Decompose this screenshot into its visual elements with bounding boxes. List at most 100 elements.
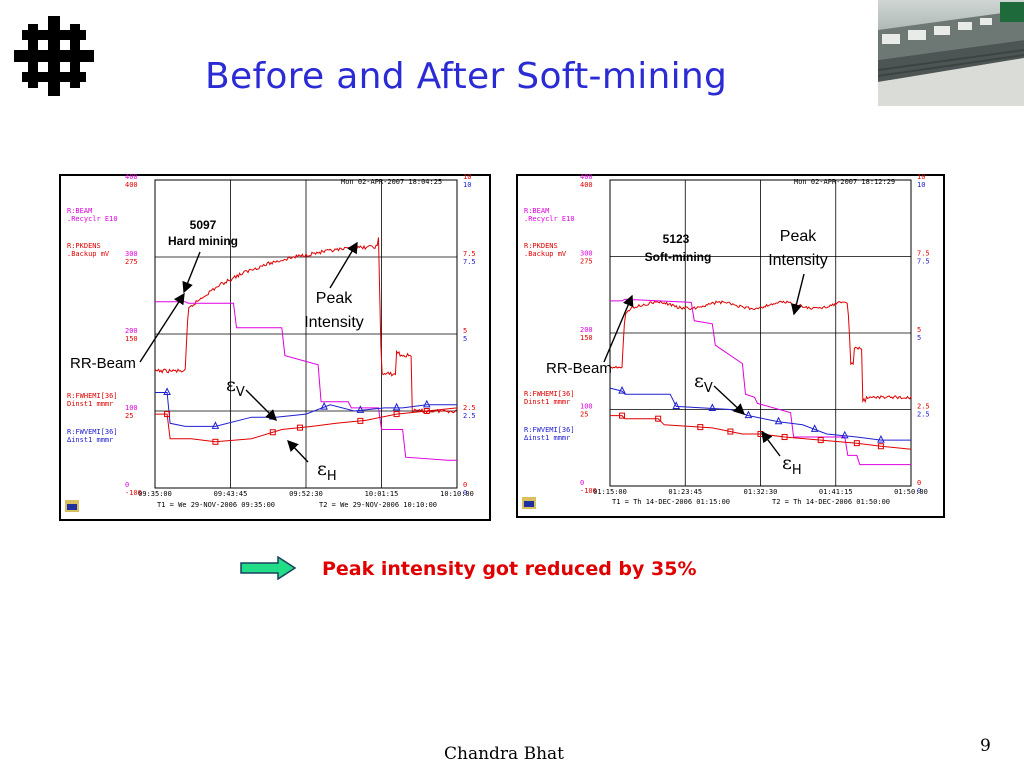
plot-1-x-tick: 09:43:45 <box>214 490 248 498</box>
plot-2-ev-marker <box>877 434 885 443</box>
plot-2-left-tick: 0 <box>580 479 584 487</box>
plot-2-right-tick-b: 10 <box>917 181 925 189</box>
plot-1-label-fh-2: Dinst1 mmmr <box>67 400 113 408</box>
plot-2-x-tick: 01:32:30 <box>744 488 778 496</box>
plot-1-left-tick-b: 150 <box>125 335 138 343</box>
plot-2-ev-marker <box>774 416 783 425</box>
plot-1-epsilon-v: εV <box>226 374 245 400</box>
plot-1-left-tick: 200 <box>125 327 138 335</box>
plot-2-right-tick-b: 5 <box>917 334 921 342</box>
plot-2-left-tick-b: 150 <box>580 334 593 342</box>
plot-1-left-tick: 0 <box>125 481 129 489</box>
plot-2-intensity-label: Intensity <box>768 252 828 269</box>
plot-1-left-tick-b: 400 <box>125 181 138 189</box>
plot-1-ev-trace <box>155 392 457 427</box>
plot-2-canvas: Mon 02-APR-2007 18:12:29 R:BEAM .Recyclr… <box>518 174 943 516</box>
plot-2-label-fh: R:FWHEMI[36] <box>524 390 575 398</box>
plot-2-right-tick: 7.5 <box>917 250 930 258</box>
plot-2-eh-marker <box>781 434 788 441</box>
plot-2-label-fh-2: Dinst1 mmmr <box>524 398 570 406</box>
plot-1-label-fv-2: ∆inst1 mmmr <box>66 436 113 444</box>
plot-1-x-tick: 09:52:30 <box>289 490 323 498</box>
plot-2-x-tick: 01:23:45 <box>668 488 702 496</box>
plot-2-left-tick: 300 <box>580 250 593 258</box>
plot-2-label-pk: R:PKDENS <box>524 242 558 250</box>
plot-1-label-fv: R:FWVEMI[36] <box>67 428 118 436</box>
plot-2-store-id: 5123 <box>662 232 690 246</box>
plot-2-t2: T2 = Th 14-DEC-2006 01:50:00 <box>772 498 890 506</box>
plot-1-ev-marker <box>163 387 171 396</box>
plot-1-ev-marker <box>422 399 431 408</box>
plot-2-epsilon-v: εV <box>694 370 713 396</box>
plot-1-store-id: 5097 <box>189 218 217 232</box>
plot-1-x-tick: 09:35:00 <box>138 490 172 498</box>
plot-2-epsilon-h: εH <box>782 452 802 478</box>
plot-2-rr-beam-label: RR-Beam <box>546 360 612 377</box>
plot-1-eh-marker <box>393 411 400 418</box>
plot-1-left-tick: 300 <box>125 250 138 258</box>
plot-1-rr-beam-label: RR-Beam <box>70 355 136 372</box>
plot-2-mode: Soft-mining <box>644 250 712 264</box>
plot-2-label-beam: R:BEAM <box>524 207 549 215</box>
plot-1-peak-label: Peak <box>315 290 353 307</box>
plot-2-ev-marker <box>744 410 753 419</box>
plot-2-eh-marker <box>655 415 662 422</box>
plot-1-label-beam-2: .Recyclr E10 <box>67 215 118 223</box>
lab-logo-icon <box>14 16 94 96</box>
plot-1-left-tick-b: 25 <box>125 412 133 420</box>
plot-2-eh-trace <box>610 415 912 450</box>
plot-1-eh-marker <box>164 411 171 418</box>
green-arrow-icon <box>240 556 296 580</box>
plot-1-right-tick: 7.5 <box>463 250 476 258</box>
plot-1-folder-icon[interactable] <box>65 500 79 512</box>
plot-2-eh-marker <box>877 443 884 450</box>
plot-1-eh-marker <box>423 408 430 414</box>
plot-1-ev-marker <box>211 421 220 429</box>
plot-1-left-tick: 100 <box>125 404 138 412</box>
plot-1-right-tick-b: 10 <box>463 181 471 189</box>
plot-2-t1: T1 = Th 14-DEC-2006 01:15:00 <box>612 498 730 506</box>
plot-2-ev-marker <box>618 386 626 394</box>
plot-2-ev-marker <box>672 401 681 409</box>
plot-2-eh-marker <box>817 437 824 444</box>
plot-1-t1: T1 = We 29-NOV-2006 09:35:00 <box>157 501 275 509</box>
plot-2-peak-label: Peak <box>779 228 817 245</box>
plot-2-right-tick: 0 <box>917 479 921 487</box>
plot-2-right-tick-b: 0 <box>917 487 921 495</box>
conclusion-text: Peak intensity got reduced by 35% <box>322 558 697 580</box>
plot-2-folder-icon[interactable] <box>522 497 536 509</box>
plot-panel-soft-mining: Mon 02-APR-2007 18:12:29 R:BEAM .Recyclr… <box>516 174 945 518</box>
plot-1-canvas: Mon 02-APR-2007 18:04:25 R:BEAM .Recyclr… <box>61 174 489 519</box>
plot-1-eh-marker <box>212 438 219 445</box>
plot-2-left-tick: 200 <box>580 326 593 334</box>
plot-1-right-tick-b: 2.5 <box>463 412 476 420</box>
plot-1-right-tick: 2.5 <box>463 404 476 412</box>
plot-1-right-tick-b: 0 <box>463 489 467 497</box>
plot-2-label-fv-2: ∆inst1 mmmr <box>523 434 570 442</box>
plot-1-right-tick-b: 7.5 <box>463 258 476 266</box>
plot-2-left-tick: 100 <box>580 403 593 411</box>
plot-panel-hard-mining: Mon 02-APR-2007 18:04:25 R:BEAM .Recyclr… <box>59 174 491 521</box>
plot-1-header: Mon 02-APR-2007 18:04:25 <box>341 178 442 186</box>
plot-2-x-tick: 01:50:00 <box>894 488 928 496</box>
plot-2-label-pk-2: .Backup mV <box>524 250 567 258</box>
plot-2-right-tick: 5 <box>917 326 921 334</box>
plot-1-label-pk: R:PKDENS <box>67 242 101 250</box>
plot-2-label-fv: R:FWVEMI[36] <box>524 426 575 434</box>
plot-1-label-pk-2: .Backup mV <box>67 250 110 258</box>
plot-1-left-tick-b: 275 <box>125 258 138 266</box>
plot-1-ev-marker <box>320 402 328 410</box>
tunnel-photo <box>878 0 1024 106</box>
plot-2-left-tick-b: -100 <box>580 487 597 495</box>
plot-1-right-tick: 5 <box>463 327 467 335</box>
plot-1-epsilon-h: εH <box>317 458 337 484</box>
plot-2-beam-trace <box>610 298 911 466</box>
plot-1-left-tick-b: -100 <box>125 489 142 497</box>
plot-2-left-tick: 400 <box>580 174 593 181</box>
plot-2-right-tick: 2.5 <box>917 403 930 411</box>
plot-2-eh-marker <box>697 424 704 431</box>
plot-2-left-tick-b: 400 <box>580 181 593 189</box>
plot-2-x-tick: 01:41:15 <box>819 488 853 496</box>
page-number: 9 <box>980 736 991 756</box>
plot-2-ev-marker <box>840 430 849 439</box>
